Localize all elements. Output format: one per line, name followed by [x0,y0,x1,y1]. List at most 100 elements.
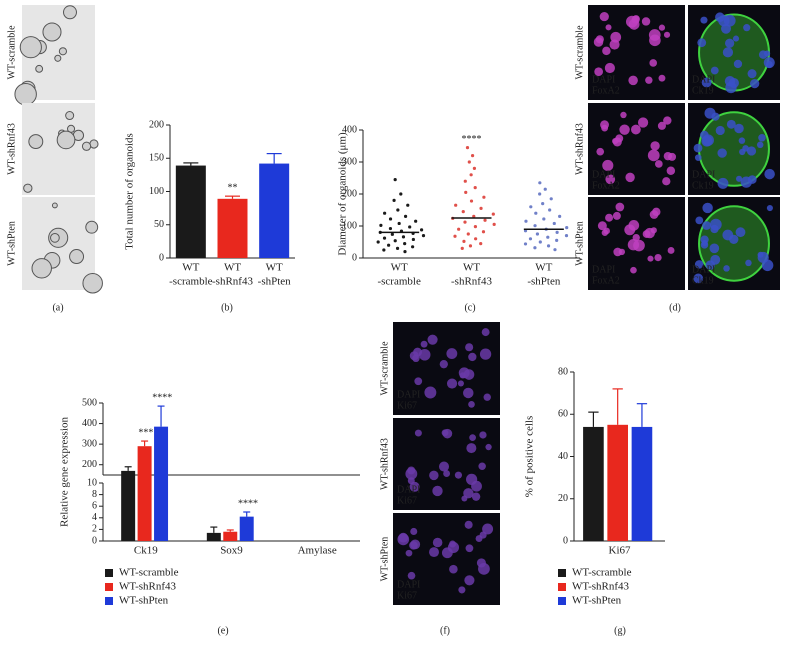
nucleus [466,443,477,454]
organoid [69,249,85,265]
y-tick-label: 0 [352,252,357,263]
row-label: WT-shPten [574,221,585,266]
nucleus [610,31,622,43]
legend-label: WT-scramble [572,567,632,579]
nucleus [693,273,704,284]
nucleus [732,35,740,42]
nucleus [627,239,640,251]
nucleus [478,562,490,575]
dot [382,248,386,252]
dot [481,230,486,234]
significance: **** [462,134,482,145]
nucleus [667,247,675,254]
y-tick-label: 80 [558,366,568,377]
nucleus [733,59,743,69]
y-tick-label: 2 [92,524,97,535]
organoid [58,47,67,56]
dot [388,226,393,231]
nucleus [704,107,716,119]
dot [468,244,473,248]
nucleus [628,220,640,231]
nucleus [658,24,666,31]
stain-label: FoxA2 [592,275,620,286]
panel-letter: (c) [464,302,475,313]
dot [533,224,537,228]
nucleus [721,23,731,34]
y-tick-label: 60 [558,409,568,420]
dot [553,248,557,252]
row-label: WT-scramble [574,25,585,80]
x-tick-label: WT [463,262,480,274]
x-tick-label: -shPten [258,276,292,288]
nucleus [756,141,764,149]
nucleus [630,266,637,274]
nucleus [625,172,635,183]
nucleus [757,251,764,258]
bar [223,531,238,541]
nucleus [612,211,621,220]
dot [467,160,471,164]
dot [472,166,477,170]
dot [474,237,478,241]
x-tick-label: -shPten [527,276,561,288]
nucleus [479,531,487,539]
y-tick-label: 10 [87,477,97,488]
bar [631,426,653,541]
dot [382,236,387,240]
dot [491,212,495,216]
organoid [23,183,33,193]
nucleus [722,229,734,241]
nucleus [468,352,477,362]
bar [154,426,169,541]
nucleus [464,520,473,529]
x-tick-label: Sox9 [220,545,243,557]
dot [523,229,528,233]
y-tick-label: 200 [82,459,97,470]
nucleus [457,380,464,387]
legend-swatch [558,583,566,591]
y-tick-label: 100 [149,186,164,197]
bar [607,424,628,541]
nucleus [652,207,661,217]
dot [542,217,546,221]
nucleus [738,137,746,144]
nucleus [650,227,657,234]
stain-label: DAPI [692,74,715,85]
panel-letter: (a) [52,302,63,313]
dot [479,206,483,210]
stain-label: DAPI [397,389,420,400]
y-tick-label: 100 [342,220,357,231]
row-label: WT-scramble [6,25,17,80]
y-axis-label: % of positive cells [524,416,536,498]
significance: **** [238,498,258,509]
dot [464,190,468,194]
dot [419,228,424,232]
nucleus [715,125,725,136]
panel-letter: (g) [614,625,626,636]
legend-swatch [105,597,113,605]
dot [538,192,542,196]
nucleus [695,216,704,225]
nucleus [655,160,663,168]
nucleus [465,544,474,553]
dot [463,179,467,183]
nucleus [647,149,660,162]
nucleus [702,202,713,214]
y-tick-label: 500 [82,397,97,408]
y-tick-label: 20 [558,493,568,504]
dot [482,195,486,199]
nucleus [429,470,439,481]
nucleus [746,146,757,156]
nucleus [405,549,413,557]
nucleus [410,539,421,550]
nucleus [701,240,708,247]
nucleus [469,434,476,442]
nucleus [441,429,449,437]
nucleus [657,121,666,130]
x-tick-label: Ki67 [609,545,632,557]
nucleus [637,117,649,128]
nucleus [461,495,468,502]
nucleus [765,60,773,68]
dot [395,246,400,250]
nucleus [459,372,466,379]
